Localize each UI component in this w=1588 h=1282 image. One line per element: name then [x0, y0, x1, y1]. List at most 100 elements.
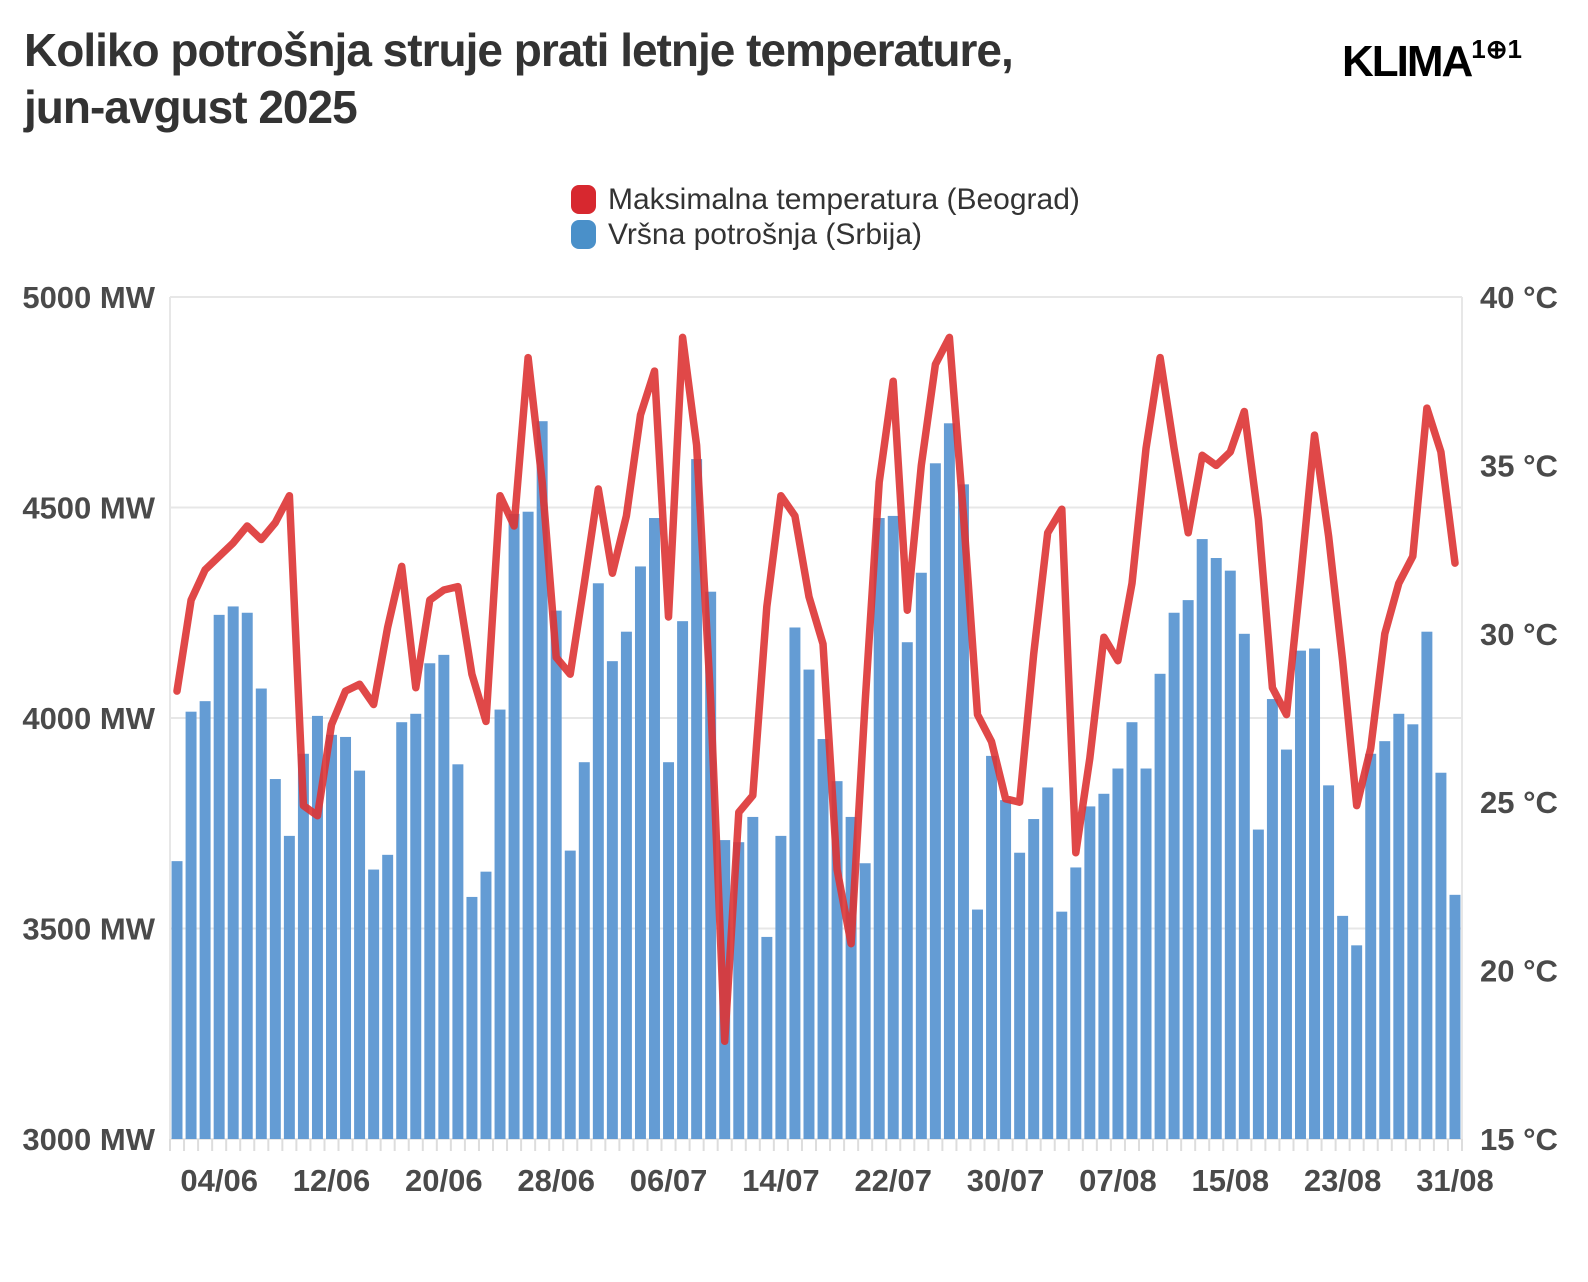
bar-day-77 — [1238, 633, 1250, 1139]
bar-day-76 — [1224, 570, 1236, 1139]
bar-day-43 — [761, 936, 773, 1139]
bar-day-9 — [283, 835, 295, 1139]
legend-item-consumption: Vršna potrošnja (Srbija) — [571, 217, 1080, 252]
y-axis-label-left: 4500 MW — [22, 491, 155, 526]
bar-day-22 — [466, 896, 478, 1139]
y-axis-label-left: 3000 MW — [22, 1122, 155, 1157]
x-axis-label-14-07: 14/07 — [742, 1163, 820, 1198]
y-axis-label-right: 15 °C — [1480, 1122, 1558, 1157]
x-axis-label-04-06: 04/06 — [180, 1163, 258, 1198]
bar-day-24 — [494, 709, 506, 1139]
bar-day-75 — [1210, 558, 1222, 1139]
bar-day-56 — [943, 423, 955, 1139]
y-axis-label-right: 40 °C — [1480, 280, 1558, 315]
chart-title-line1: Koliko potrošnja struje prati letnje tem… — [24, 24, 1014, 76]
bar-day-44 — [775, 835, 787, 1139]
bar-day-68 — [1112, 768, 1124, 1139]
bar-day-18 — [410, 713, 422, 1139]
x-axis-label-06-07: 06/07 — [630, 1163, 708, 1198]
bar-day-51 — [873, 518, 885, 1139]
y-axis-label-right: 25 °C — [1480, 785, 1558, 820]
bar-day-7 — [255, 688, 267, 1139]
x-axis-label-30-07: 30/07 — [967, 1163, 1045, 1198]
bar-day-53 — [901, 642, 913, 1139]
x-axis-label-22-07: 22/07 — [854, 1163, 932, 1198]
bar-day-58 — [972, 909, 983, 1139]
bar-day-42 — [747, 816, 759, 1139]
y-axis-label-right: 35 °C — [1480, 448, 1558, 483]
x-axis-label-31-08: 31/08 — [1416, 1163, 1494, 1198]
bar-day-59 — [986, 755, 998, 1139]
bar-day-12 — [326, 734, 337, 1139]
legend-label-consumption: Vršna potrošnja (Srbija) — [608, 217, 923, 251]
x-axis-label-15-08: 15/08 — [1191, 1163, 1269, 1198]
bar-day-88 — [1393, 713, 1405, 1139]
bar-day-50 — [859, 863, 871, 1139]
legend-swatch-red — [571, 185, 596, 214]
bar-day-17 — [396, 722, 408, 1139]
y-axis-label-left: 3500 MW — [22, 912, 155, 947]
chart-title-line2: jun-avgust 2025 — [24, 81, 358, 133]
x-axis-label-28-06: 28/06 — [517, 1163, 595, 1198]
bar-day-30 — [578, 762, 590, 1139]
bar-day-35 — [649, 518, 660, 1139]
bar-day-48 — [831, 781, 843, 1139]
bar-day-81 — [1295, 650, 1306, 1139]
x-axis-label-23-08: 23/08 — [1304, 1163, 1382, 1198]
bar-day-63 — [1042, 787, 1054, 1139]
bar-day-37 — [677, 621, 689, 1139]
bar-day-82 — [1309, 648, 1321, 1139]
y-axis-label-left: 4000 MW — [22, 701, 155, 736]
bar-day-92 — [1449, 894, 1461, 1139]
bar-day-79 — [1266, 699, 1278, 1139]
bar-day-6 — [241, 612, 253, 1139]
bar-day-8 — [269, 779, 281, 1139]
bar-day-15 — [368, 869, 380, 1139]
bar-day-33 — [620, 631, 632, 1139]
bar-day-16 — [382, 854, 394, 1139]
bar-day-14 — [354, 770, 366, 1139]
y-axis-label-right: 30 °C — [1480, 617, 1558, 652]
bar-day-85 — [1351, 945, 1363, 1139]
bar-day-23 — [480, 871, 492, 1139]
bar-day-34 — [634, 566, 646, 1139]
bar-day-55 — [929, 463, 941, 1139]
bar-day-62 — [1028, 819, 1040, 1139]
bar-day-69 — [1126, 722, 1138, 1139]
bar-day-31 — [592, 583, 604, 1139]
bar-day-21 — [452, 764, 464, 1139]
bar-day-11 — [311, 715, 323, 1139]
bar-day-10 — [297, 753, 309, 1139]
bar-day-71 — [1154, 673, 1166, 1139]
bar-day-2 — [185, 711, 197, 1139]
bar-day-70 — [1140, 768, 1152, 1139]
bar-day-45 — [789, 627, 801, 1139]
chart-title: Koliko potrošnja struje prati letnje tem… — [24, 22, 1174, 136]
bar-day-49 — [845, 816, 857, 1139]
bar-day-66 — [1084, 806, 1096, 1139]
bar-day-64 — [1056, 911, 1068, 1139]
x-axis-label-20-06: 20/06 — [405, 1163, 483, 1198]
bar-day-27 — [536, 421, 548, 1139]
bar-day-13 — [340, 736, 352, 1139]
bar-day-4 — [213, 614, 225, 1139]
bar-day-90 — [1421, 631, 1433, 1139]
bar-day-84 — [1337, 915, 1349, 1139]
bar-day-5 — [227, 606, 239, 1139]
x-axis-label-07-08: 07/08 — [1079, 1163, 1157, 1198]
y-axis-label-left: 5000 MW — [22, 280, 155, 315]
klima101-logo: KLIMA1⊕1 — [1342, 34, 1522, 87]
legend-item-temperature: Maksimalna temperatura (Beograd) — [571, 182, 1080, 217]
bar-day-41 — [733, 842, 745, 1139]
bar-day-86 — [1365, 753, 1377, 1139]
bar-day-73 — [1182, 600, 1194, 1139]
bar-day-57 — [957, 484, 969, 1140]
y-axis-label-right: 20 °C — [1480, 954, 1558, 989]
bar-day-67 — [1098, 793, 1110, 1139]
bar-day-26 — [522, 511, 534, 1140]
bar-day-25 — [508, 513, 520, 1139]
bar-day-3 — [199, 701, 211, 1139]
bar-day-74 — [1196, 539, 1208, 1139]
bar-day-32 — [606, 661, 618, 1139]
